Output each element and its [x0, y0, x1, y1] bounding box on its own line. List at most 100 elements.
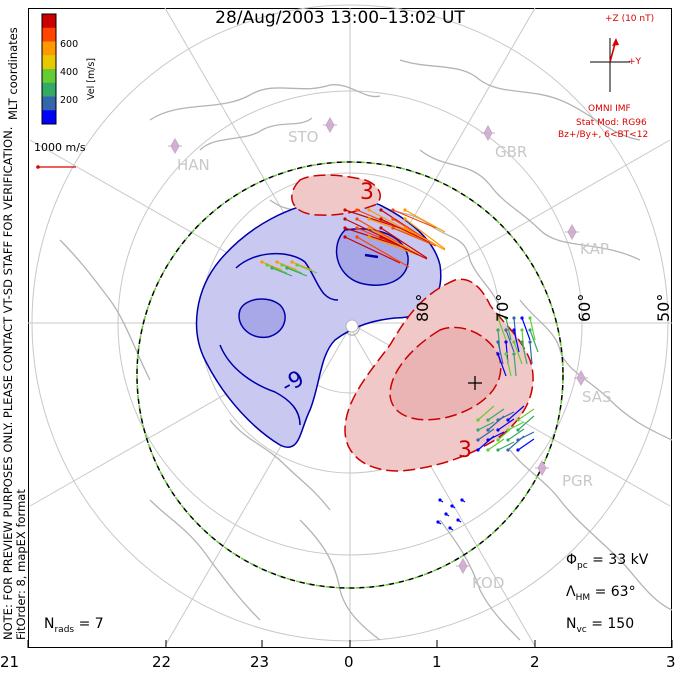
imf-source: OMNI IMF: [588, 104, 631, 114]
mlt-tick-2: 2: [530, 653, 540, 671]
velocity-vector-origin: [496, 352, 500, 356]
stat-n-rads-sub: rads: [54, 624, 75, 635]
velocity-vector-origin: [486, 428, 490, 432]
velocity-vectors: [260, 208, 539, 531]
velocity-vector-origin: [496, 438, 500, 442]
station-marker: [574, 369, 588, 387]
station-marker: [535, 459, 549, 477]
velocity-vector: [529, 317, 536, 341]
velocity-vector: [291, 261, 313, 271]
velocity-vector: [477, 435, 495, 451]
velocity-vector-origin: [520, 340, 524, 344]
velocity-vector: [344, 227, 401, 247]
velocity-vector-origin: [506, 438, 510, 442]
stat-n-rads-value: = 7: [78, 616, 104, 632]
imf-stat-mod: Stat Mod: RG96: [576, 118, 647, 128]
velocity-vector: [392, 209, 437, 229]
velocity-vector: [497, 418, 515, 431]
velocity-vector: [497, 317, 507, 341]
stat-phi-pc-symbol: Φ: [566, 552, 578, 568]
velocity-vector-origin: [456, 518, 460, 522]
velocity-vector-origin: [486, 418, 490, 422]
velocity-vector: [521, 317, 531, 341]
velocity-vector-origin: [403, 208, 407, 212]
velocity-vector: [286, 267, 308, 277]
velocity-vector-origin: [403, 217, 407, 221]
velocity-vector-origin: [367, 208, 371, 212]
negative-cell-west: [238, 298, 286, 339]
velocity-vector: [487, 415, 505, 431]
stat-n-rads: Nrads = 7: [44, 616, 104, 635]
hm-boundary-green: [136, 161, 564, 589]
stat-n-vc-symbol: N: [566, 616, 577, 632]
velocity-vector-origin: [444, 512, 448, 516]
colorbar-swatch: [42, 27, 56, 42]
velocity-vector-origin: [367, 226, 371, 230]
velocity-vector: [380, 218, 428, 242]
velocity-vector-origin: [528, 340, 532, 344]
station-marker: [168, 137, 182, 155]
velocity-vector-origin: [379, 217, 383, 221]
velocity-vector: [477, 428, 495, 441]
velocity-vector-origin: [506, 448, 510, 452]
velocity-colorbar: [41, 13, 57, 125]
colorbar-swatch: [42, 69, 56, 84]
lat-label-60: 60°: [575, 293, 594, 322]
velocity-vector-origin: [496, 340, 500, 344]
velocity-vector-origin: [436, 520, 440, 524]
velocity-vector-origin: [379, 226, 383, 230]
station-label-gbr: GBR: [495, 143, 528, 161]
velocity-vector-origin: [512, 340, 516, 344]
velocity-vector: [497, 341, 504, 365]
imf-z-label: +Z (10 nT): [605, 14, 655, 24]
stat-phi-pc-sub: pc: [577, 560, 588, 571]
velocity-vector-origin: [343, 217, 347, 221]
velocity-vector: [266, 264, 288, 274]
mlt-tick-0: 0: [344, 653, 354, 671]
velocity-vector: [505, 317, 512, 341]
velocity-vector-origin: [260, 260, 264, 264]
lat-label-70: 70°: [493, 293, 512, 322]
velocity-vector: [261, 261, 283, 271]
velocity-vector-origin: [355, 235, 359, 239]
velocity-vector-origin: [504, 328, 508, 332]
stat-phi-pc: Φpc = 33 kV: [566, 552, 648, 571]
velocity-vector-origin: [367, 235, 371, 239]
station-label-sas: SAS: [582, 388, 612, 406]
positive-cell: [291, 174, 534, 472]
velocity-vector-origin: [450, 504, 454, 508]
negative-cell-inner: [364, 253, 379, 259]
velocity-vector: [497, 353, 507, 377]
velocity-vector-origin: [280, 263, 284, 267]
colorbar-swatch: [42, 41, 56, 56]
mlt-tick-marks: [27, 640, 673, 648]
velocity-vector-origin: [496, 316, 500, 320]
velocity-vector-origin: [343, 208, 347, 212]
velocity-vector-origin: [512, 328, 516, 332]
stat-lambda-hm-sub: HM: [575, 592, 591, 603]
velocity-vector: [356, 236, 410, 268]
velocity-vector-origin: [379, 235, 383, 239]
velocity-vector: [507, 405, 525, 421]
colorbar-swatch: [42, 110, 56, 125]
stat-phi-pc-value: = 33 kV: [592, 552, 649, 568]
colorbar-tick-200: 200: [60, 95, 79, 106]
station-label-sto: STO: [288, 128, 319, 146]
velocity-vector-origin: [275, 260, 279, 264]
colorbar-swatch: [42, 14, 56, 29]
colorbar-tick-400: 400: [60, 67, 79, 78]
velocity-vector-origin: [476, 418, 480, 422]
negative-cell-contour2: [235, 252, 339, 301]
potential-max-marker: [468, 376, 482, 390]
velocity-vector: [344, 209, 401, 229]
velocity-vector: [404, 209, 446, 233]
velocity-vector-origin: [448, 526, 452, 530]
velocity-vector: [296, 264, 318, 274]
reference-vector-label: 1000 m/s: [34, 141, 86, 154]
contour-label-positive-north: 3: [360, 180, 374, 205]
station-label-han: HAN: [177, 156, 210, 174]
mlt-tick-22: 22: [152, 653, 172, 671]
velocity-vector-origin: [476, 438, 480, 442]
stat-lambda-hm-symbol: Λ: [566, 584, 576, 600]
